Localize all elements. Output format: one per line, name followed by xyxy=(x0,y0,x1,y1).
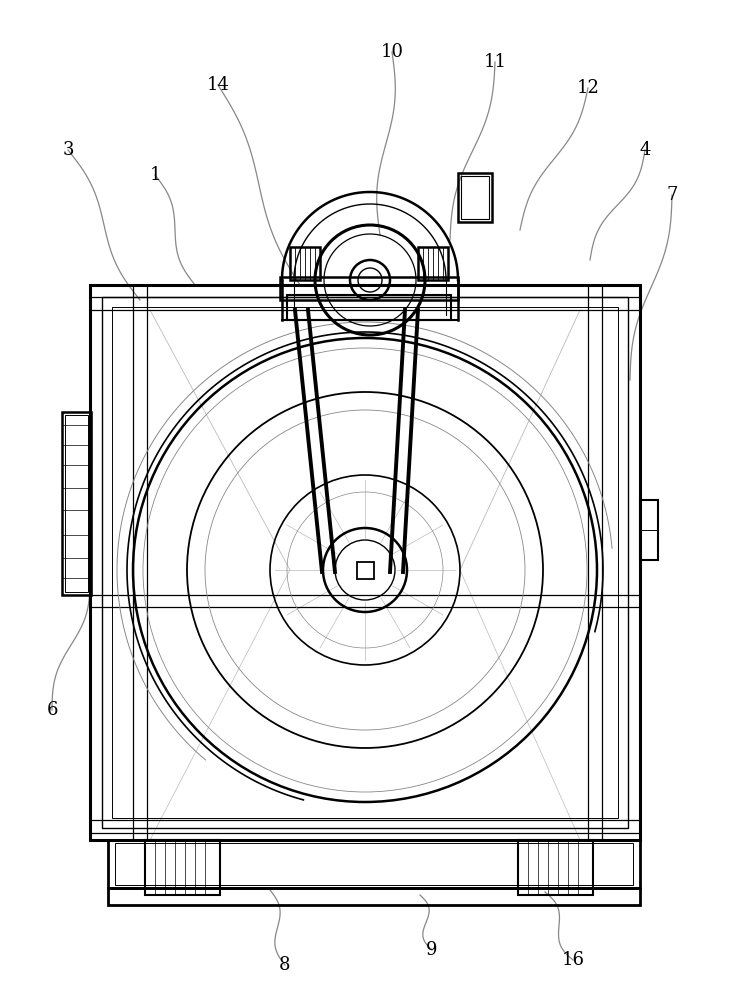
Text: 9: 9 xyxy=(426,941,438,959)
Bar xyxy=(108,888,640,905)
Text: 3: 3 xyxy=(62,141,74,159)
Bar xyxy=(280,277,458,300)
Bar xyxy=(287,295,451,320)
Text: 11: 11 xyxy=(483,53,507,71)
Bar xyxy=(290,247,320,280)
Text: 6: 6 xyxy=(46,701,58,719)
Text: 14: 14 xyxy=(207,76,230,94)
Bar xyxy=(418,247,448,280)
Text: 16: 16 xyxy=(561,951,585,969)
Bar xyxy=(461,176,489,219)
Bar xyxy=(65,415,88,592)
Bar xyxy=(62,412,91,595)
Text: 10: 10 xyxy=(381,43,404,61)
Bar xyxy=(112,307,618,818)
Text: 1: 1 xyxy=(149,166,161,184)
Bar xyxy=(90,285,640,840)
Bar xyxy=(357,562,374,578)
Bar xyxy=(115,843,633,885)
Text: 4: 4 xyxy=(640,141,651,159)
Text: 12: 12 xyxy=(577,79,599,97)
Text: 7: 7 xyxy=(667,186,678,204)
Bar xyxy=(640,500,658,560)
Bar xyxy=(458,173,492,222)
Bar xyxy=(108,840,640,888)
Bar xyxy=(518,840,593,895)
Text: 8: 8 xyxy=(279,956,291,974)
Bar xyxy=(102,297,628,828)
Bar xyxy=(145,840,220,895)
